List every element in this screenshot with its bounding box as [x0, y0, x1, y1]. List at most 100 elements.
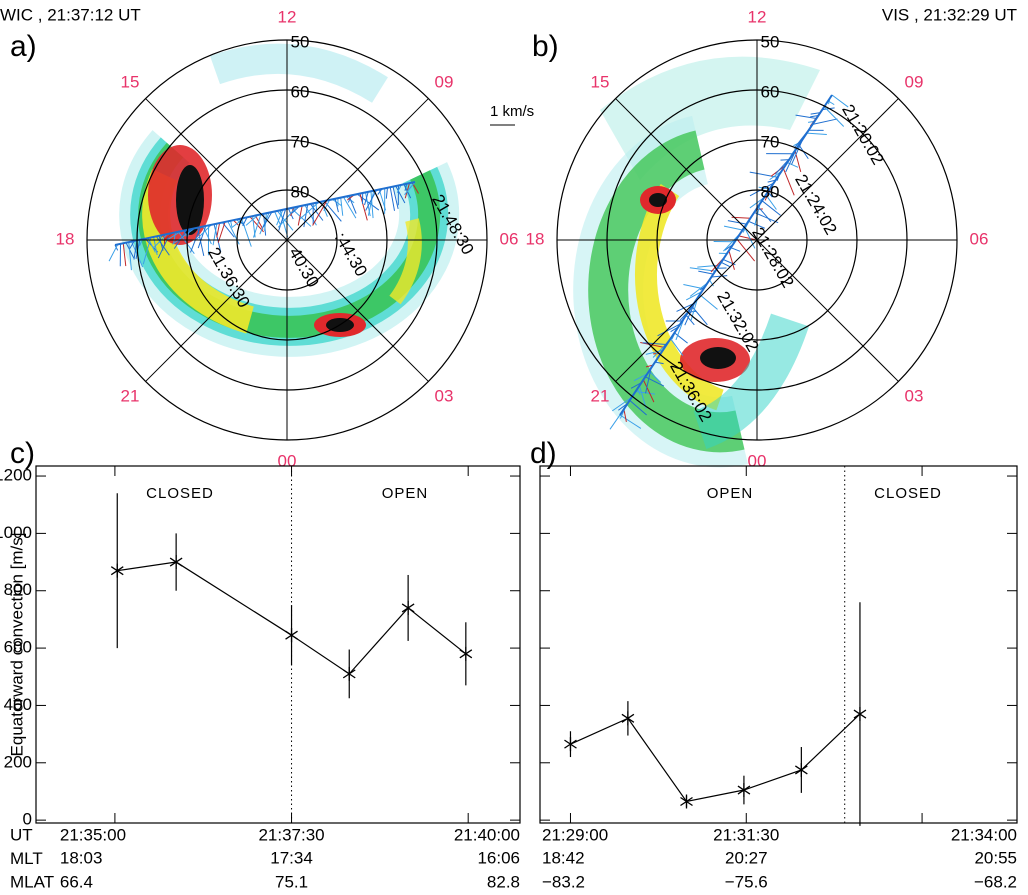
flow-vector: [217, 221, 226, 243]
scale-label: 1 km/s: [490, 103, 534, 120]
row-label: UT: [10, 825, 33, 844]
auroral-image: [119, 43, 460, 357]
latitude-ring: [606, 89, 908, 391]
data-point: [285, 628, 298, 643]
flow-vector: [831, 94, 849, 108]
data-point: [680, 794, 693, 809]
data-point: [853, 707, 867, 722]
flow-vector: [619, 414, 642, 429]
flow-vector: [128, 240, 135, 250]
flow-vector: [723, 225, 743, 231]
auroral-image: [573, 56, 820, 468]
flow-vector: [642, 342, 667, 346]
flow-vector: [158, 235, 164, 251]
flow-vector: [709, 279, 714, 287]
flow-vector: [738, 235, 756, 241]
flow-vector: [347, 195, 353, 203]
flow-vector: [689, 267, 716, 272]
flow-vector: [173, 232, 177, 244]
x-tick-label: 21:37:30: [258, 825, 324, 844]
flow-vector: [392, 186, 399, 210]
latitude-ring: [236, 189, 338, 291]
flow-vector: [657, 323, 681, 337]
flow-vector: [629, 399, 647, 416]
latitude-ring: [136, 89, 438, 391]
flow-vector: [274, 211, 281, 225]
flow-vector: [685, 291, 702, 301]
flow-vector: [727, 220, 747, 225]
flow-vector: [108, 244, 119, 262]
flow-vector: [259, 212, 270, 235]
flow-vector: [173, 229, 187, 249]
flow-vector: [262, 211, 273, 228]
x-tick-label: 21:31:30: [713, 825, 779, 844]
flow-vector: [122, 243, 127, 267]
flow-vector: [389, 187, 395, 211]
mlt-label: 00: [748, 451, 767, 470]
flow-vector: [212, 223, 218, 246]
data-point: [169, 555, 183, 570]
flow-vector: [782, 168, 795, 196]
mlt-label: 18: [526, 229, 545, 248]
flow-vector: [195, 224, 212, 241]
flow-vector: [152, 233, 168, 249]
region-label: CLOSED: [874, 485, 942, 502]
y-tick-label: 400: [4, 695, 32, 714]
panel-label: d): [530, 437, 557, 470]
panel-label: b): [532, 30, 559, 63]
spoke: [145, 98, 429, 382]
latitude-label: 70: [761, 132, 780, 151]
row-label: MLAT: [10, 872, 54, 891]
region-label: CLOSED: [146, 485, 214, 502]
row-label: MLT: [10, 849, 43, 868]
flow-vector: [749, 171, 778, 178]
mlat-label: 66.4: [60, 872, 93, 891]
track-time: 21:28:02: [748, 224, 798, 291]
flow-vector: [757, 206, 772, 223]
mlt-label: 16:06: [477, 848, 520, 867]
flow-vector: [213, 224, 222, 253]
flow-vector: [395, 185, 406, 204]
data-point: [794, 762, 808, 777]
latitude-label: 80: [291, 182, 310, 201]
flow-vector: [254, 215, 264, 230]
panel-label: a): [10, 30, 37, 63]
flow-vector: [638, 385, 647, 409]
flow-vector: [806, 132, 827, 136]
flow-vector: [648, 370, 662, 383]
mlt-label: 20:27: [725, 848, 768, 867]
region-label: OPEN: [382, 485, 429, 502]
mlt-label: 21: [121, 386, 140, 405]
flow-vector: [303, 204, 309, 228]
track: [114, 181, 416, 246]
flow-vector: [165, 230, 182, 242]
spoke: [615, 98, 899, 382]
x-tick-label: 21:35:00: [60, 825, 126, 844]
flow-vector: [685, 314, 695, 326]
latitude-ring: [86, 39, 488, 441]
flow-vector: [404, 183, 408, 191]
flow-vector: [810, 115, 819, 118]
flow-vector: [810, 112, 821, 115]
latitude-label: 50: [761, 32, 780, 51]
flow-vector: [135, 239, 141, 259]
flow-vector: [674, 332, 688, 344]
flow-vector: [332, 198, 342, 206]
flow-vector: [823, 106, 845, 127]
data-point: [110, 563, 124, 578]
flow-vector: [699, 294, 718, 310]
flow-vector: [276, 209, 284, 226]
flow-vector: [654, 361, 664, 365]
latitude-ring: [656, 139, 858, 341]
flow-vector: [642, 379, 655, 403]
flow-vector: [795, 114, 817, 119]
track-time: 40:30: [285, 244, 323, 290]
data-point: [564, 737, 577, 752]
mlt-label: 18:42: [542, 848, 585, 867]
mlt-label: 12: [278, 7, 297, 26]
flow-vector: [340, 197, 344, 216]
mlat-label: −83.2: [542, 872, 585, 891]
plot-frame: [539, 465, 1018, 824]
